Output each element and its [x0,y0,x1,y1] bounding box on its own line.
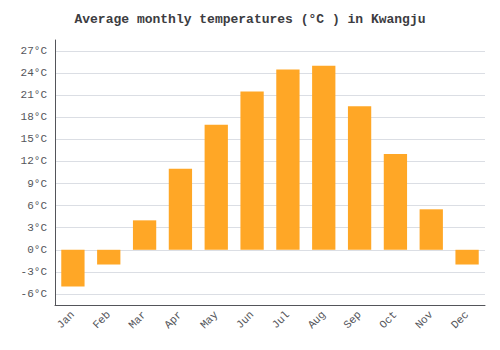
svg-text:6°C: 6°C [27,200,47,212]
svg-text:Mar: Mar [126,309,148,331]
svg-text:18°C: 18°C [21,111,48,123]
svg-text:Dec: Dec [449,309,471,331]
svg-text:24°C: 24°C [21,67,48,79]
svg-text:Jun: Jun [234,309,256,331]
svg-text:0°C: 0°C [27,244,47,256]
svg-text:15°C: 15°C [21,133,48,145]
svg-text:-3°C: -3°C [21,266,48,278]
svg-text:Nov: Nov [413,308,436,331]
svg-text:3°C: 3°C [27,222,47,234]
svg-text:21°C: 21°C [21,89,48,101]
svg-text:Jul: Jul [270,309,292,331]
svg-text:Apr: Apr [162,309,184,331]
svg-text:9°C: 9°C [27,178,47,190]
svg-text:27°C: 27°C [21,45,48,57]
svg-text:Sep: Sep [341,309,363,331]
svg-text:Oct: Oct [377,309,399,331]
svg-text:May: May [198,308,221,331]
svg-text:Aug: Aug [306,309,328,331]
svg-text:12°C: 12°C [21,155,48,167]
svg-text:Average monthly temperatures (: Average monthly temperatures (°C ) in Kw… [74,12,425,27]
svg-text:Feb: Feb [91,309,113,331]
svg-text:Jan: Jan [55,309,77,331]
svg-text:-6°C: -6°C [21,288,48,300]
